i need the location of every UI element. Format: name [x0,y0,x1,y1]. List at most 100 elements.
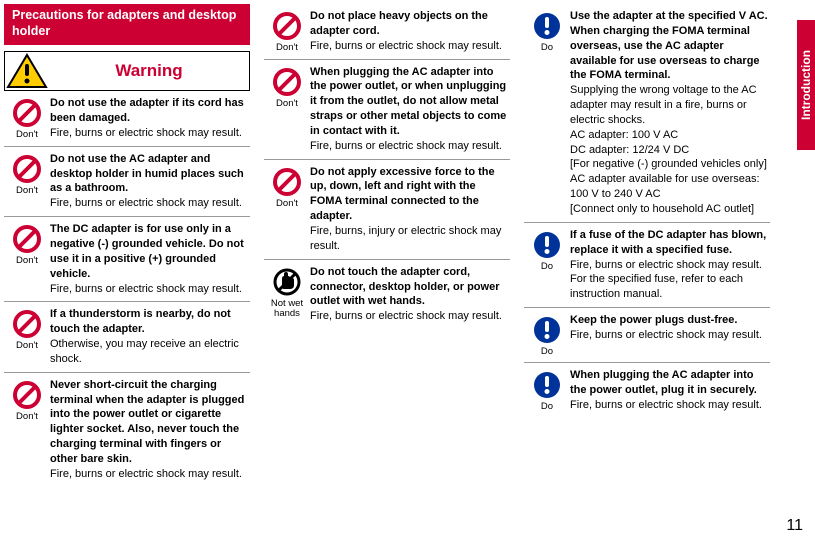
text-cell: If a fuse of the DC adapter has blown, r… [570,228,770,302]
column-2: Don'tDo not place heavy objects on the a… [264,4,510,539]
icon-cell: Don't [4,96,50,141]
icon-cell: Do [524,313,570,357]
icon-cell: Do [524,9,570,217]
icon-label: Do [524,402,570,412]
icon-label: Do [524,43,570,53]
do-icon [532,315,562,345]
section-header: Precautions for adapters and desktop hol… [4,4,250,45]
item-bold-text: Use the adapter at the specified V AC. W… [570,9,768,83]
items-col-2: Don'tDo not place heavy objects on the a… [264,4,510,329]
prohibit-icon [12,154,42,184]
item-bold-text: When plugging the AC adapter into the po… [570,368,768,398]
precaution-item: DoWhen plugging the AC adapter into the … [524,363,770,418]
icon-label: Don't [264,199,310,209]
precaution-item: Don'tDo not use the adapter if its cord … [4,91,250,147]
text-cell: When plugging the AC adapter into the po… [570,368,770,413]
item-bold-text: Do not use the adapter if its cord has b… [50,96,248,126]
item-plain-text: Fire, burns or electric shock may result… [570,398,768,413]
do-icon [532,370,562,400]
text-cell: Use the adapter at the specified V AC. W… [570,9,770,217]
icon-cell: Do [524,368,570,413]
warning-triangle-icon [5,52,49,90]
prohibit-icon [272,11,302,41]
page-number: 11 [786,515,803,537]
prohibit-icon [12,380,42,410]
icon-label: Don't [4,412,50,422]
icon-label: Don't [264,43,310,53]
page-content: Precautions for adapters and desktop hol… [0,0,815,543]
item-bold-text: Never short-circuit the charging termina… [50,378,248,467]
side-tab: Introduction [797,20,815,150]
icon-cell: Don't [264,165,310,254]
item-plain-text: Supplying the wrong voltage to the AC ad… [570,83,768,217]
icon-label: Don't [4,130,50,140]
prohibit-icon [272,67,302,97]
item-plain-text: Otherwise, you may receive an electric s… [50,337,248,367]
icon-label: Don't [4,341,50,351]
precaution-item: Don'tWhen plugging the AC adapter into t… [264,60,510,160]
icon-cell: Don't [4,222,50,296]
icon-cell: Don't [264,9,310,54]
column-3: DoUse the adapter at the specified V AC.… [524,4,770,539]
precaution-item: Don'tDo not place heavy objects on the a… [264,4,510,60]
precaution-item: Don'tIf a thunderstorm is nearby, do not… [4,302,250,372]
prohibit-icon [12,98,42,128]
icon-cell: Don't [4,152,50,211]
items-col-3: DoUse the adapter at the specified V AC.… [524,4,770,418]
icon-label: Don't [4,256,50,266]
item-plain-text: Fire, burns or electric shock may result… [50,196,248,211]
icon-label: Do [524,347,570,357]
item-bold-text: Do not use the AC adapter and desktop ho… [50,152,248,197]
text-cell: When plugging the AC adapter into the po… [310,65,510,154]
item-bold-text: When plugging the AC adapter into the po… [310,65,508,139]
item-bold-text: Keep the power plugs dust-free. [570,313,768,328]
text-cell: Keep the power plugs dust-free.Fire, bur… [570,313,770,357]
warning-box: Warning [4,51,250,91]
icon-cell: Don't [264,65,310,154]
item-plain-text: Fire, burns or electric shock may result… [50,467,248,482]
item-bold-text: Do not place heavy objects on the adapte… [310,9,508,39]
text-cell: Do not use the AC adapter and desktop ho… [50,152,250,211]
item-bold-text: Do not touch the adapter cord, connector… [310,265,508,310]
item-plain-text: Fire, burns or electric shock may result… [50,282,248,297]
precaution-item: Don'tDo not use the AC adapter and deskt… [4,147,250,217]
no-wet-hands-icon [272,267,302,297]
precaution-item: Don'tThe DC adapter is for use only in a… [4,217,250,302]
item-plain-text: Fire, burns or electric shock may result… [310,39,508,54]
item-bold-text: Do not apply excessive force to the up, … [310,165,508,224]
precaution-item: Don'tDo not apply excessive force to the… [264,160,510,260]
icon-label: Don't [264,99,310,109]
precaution-item: Don'tNever short-circuit the charging te… [4,373,250,487]
item-bold-text: The DC adapter is for use only in a nega… [50,222,248,281]
icon-cell: Don't [4,378,50,482]
text-cell: Do not use the adapter if its cord has b… [50,96,250,141]
column-1: Precautions for adapters and desktop hol… [4,4,250,539]
icon-cell: Not wet hands [264,265,310,324]
icon-cell: Don't [4,307,50,366]
item-bold-text: If a thunderstorm is nearby, do not touc… [50,307,248,337]
item-plain-text: Fire, burns or electric shock may result… [310,139,508,154]
item-bold-text: If a fuse of the DC adapter has blown, r… [570,228,768,258]
item-plain-text: Fire, burns or electric shock may result… [50,126,248,141]
precaution-item: DoKeep the power plugs dust-free.Fire, b… [524,308,770,363]
precaution-item: DoIf a fuse of the DC adapter has blown,… [524,223,770,308]
warning-label: Warning [49,60,249,83]
item-plain-text: Fire, burns or electric shock may result… [570,328,768,343]
text-cell: Do not place heavy objects on the adapte… [310,9,510,54]
icon-cell: Do [524,228,570,302]
item-plain-text: Fire, burns, injury or electric shock ma… [310,224,508,254]
text-cell: The DC adapter is for use only in a nega… [50,222,250,296]
prohibit-icon [12,309,42,339]
do-icon [532,11,562,41]
text-cell: Do not apply excessive force to the up, … [310,165,510,254]
text-cell: Do not touch the adapter cord, connector… [310,265,510,324]
item-plain-text: Fire, burns or electric shock may result… [570,258,768,303]
item-plain-text: Fire, burns or electric shock may result… [310,309,508,324]
text-cell: If a thunderstorm is nearby, do not touc… [50,307,250,366]
precaution-item: Not wet handsDo not touch the adapter co… [264,260,510,329]
prohibit-icon [272,167,302,197]
precaution-item: DoUse the adapter at the specified V AC.… [524,4,770,223]
icon-label: Do [524,262,570,272]
icon-label: Don't [4,186,50,196]
icon-label: Not wet hands [264,299,310,320]
